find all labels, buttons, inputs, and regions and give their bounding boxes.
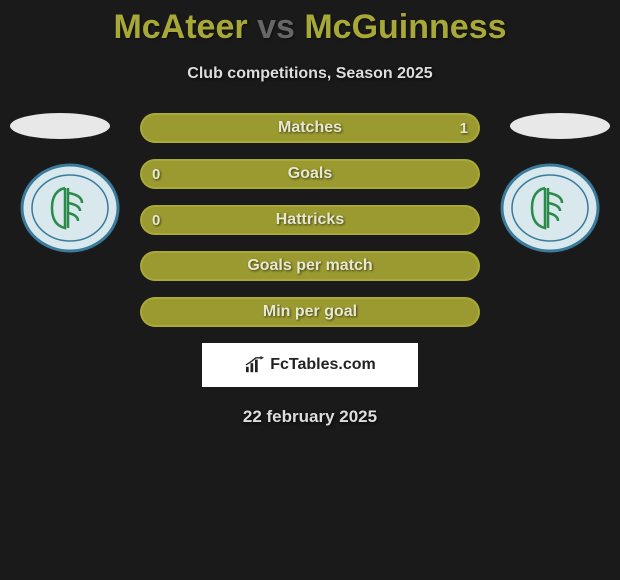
gpm-label: Goals per match bbox=[247, 257, 372, 275]
player1-oval bbox=[10, 113, 110, 139]
player1-name: McAteer bbox=[113, 8, 247, 46]
stat-rows: Matches 1 0 Goals 0 Hattricks Goals per … bbox=[140, 113, 480, 327]
player2-oval bbox=[510, 113, 610, 139]
matches-right: 1 bbox=[460, 120, 468, 137]
comparison-title: McAteer vs McGuinness bbox=[0, 0, 620, 47]
stat-row-mpg: Min per goal bbox=[140, 297, 480, 327]
matches-label: Matches bbox=[278, 119, 342, 137]
player1-club-crest bbox=[20, 163, 120, 253]
source-badge[interactable]: FcTables.com bbox=[202, 343, 418, 387]
vs-text: vs bbox=[257, 8, 295, 46]
hattricks-left: 0 bbox=[152, 212, 160, 229]
stat-row-matches: Matches 1 bbox=[140, 113, 480, 143]
player2-club-crest bbox=[500, 163, 600, 253]
date-text: 22 february 2025 bbox=[0, 407, 620, 427]
stat-row-goals: 0 Goals bbox=[140, 159, 480, 189]
mpg-label: Min per goal bbox=[263, 303, 357, 321]
goals-label: Goals bbox=[288, 165, 332, 183]
stats-content: Matches 1 0 Goals 0 Hattricks Goals per … bbox=[0, 113, 620, 427]
subtitle: Club competitions, Season 2025 bbox=[0, 65, 620, 83]
badge-text: FcTables.com bbox=[270, 356, 376, 374]
club-crest-icon bbox=[500, 163, 600, 253]
stat-row-hattricks: 0 Hattricks bbox=[140, 205, 480, 235]
goals-left: 0 bbox=[152, 166, 160, 183]
club-crest-icon bbox=[20, 163, 120, 253]
stat-row-gpm: Goals per match bbox=[140, 251, 480, 281]
hattricks-label: Hattricks bbox=[276, 211, 344, 229]
player2-name: McGuinness bbox=[304, 8, 506, 46]
bars-icon bbox=[244, 356, 266, 374]
